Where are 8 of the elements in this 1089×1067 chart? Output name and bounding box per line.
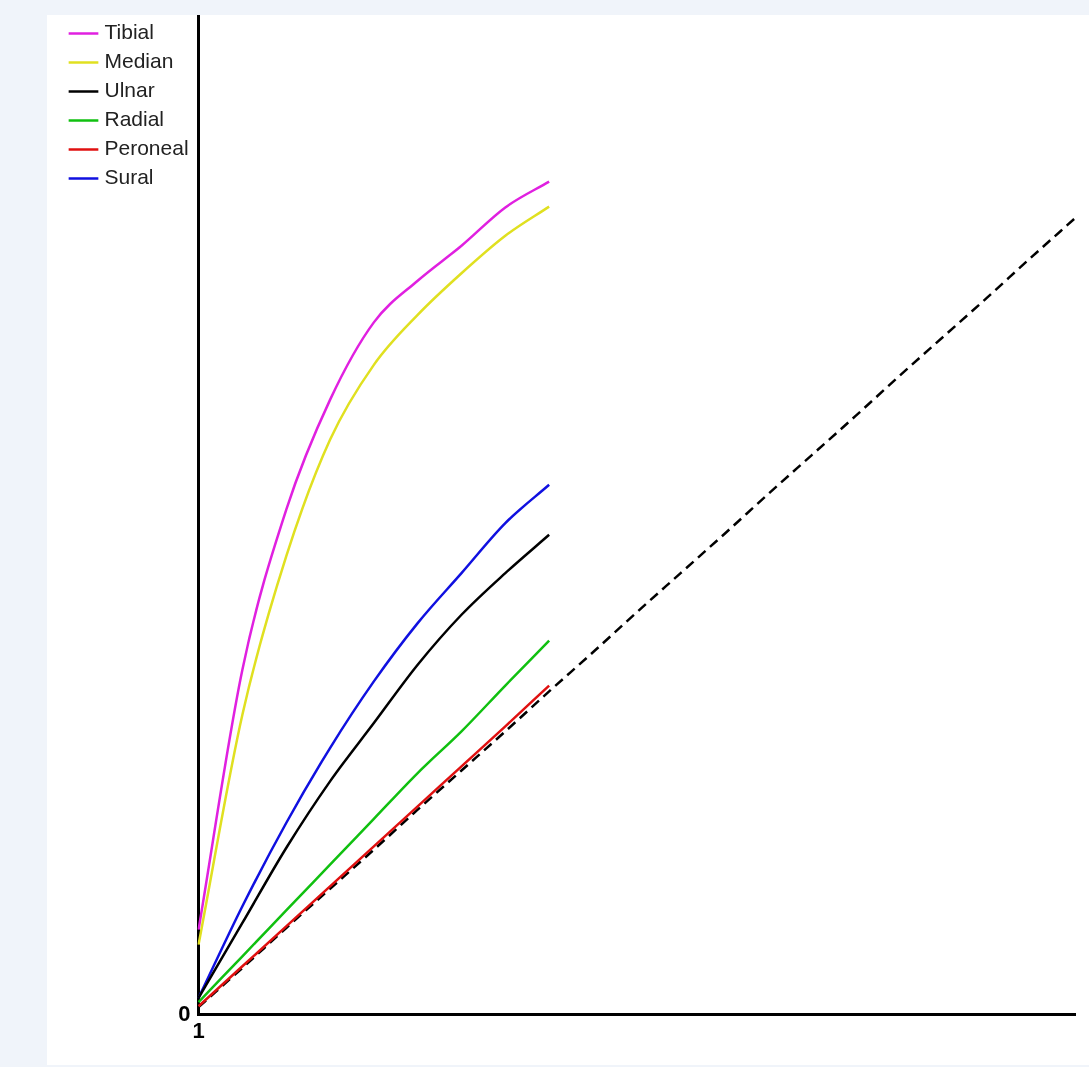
legend-label: Median <box>104 49 174 73</box>
text: 1 <box>192 1017 205 1043</box>
legend-label: Peroneal <box>104 136 189 160</box>
legend-label: Radial <box>104 107 165 131</box>
legend-label: Ulnar <box>104 78 155 102</box>
text: 0 <box>178 1000 191 1026</box>
legend-label: Sural <box>104 165 154 189</box>
legend-label: Tibial <box>104 20 154 44</box>
